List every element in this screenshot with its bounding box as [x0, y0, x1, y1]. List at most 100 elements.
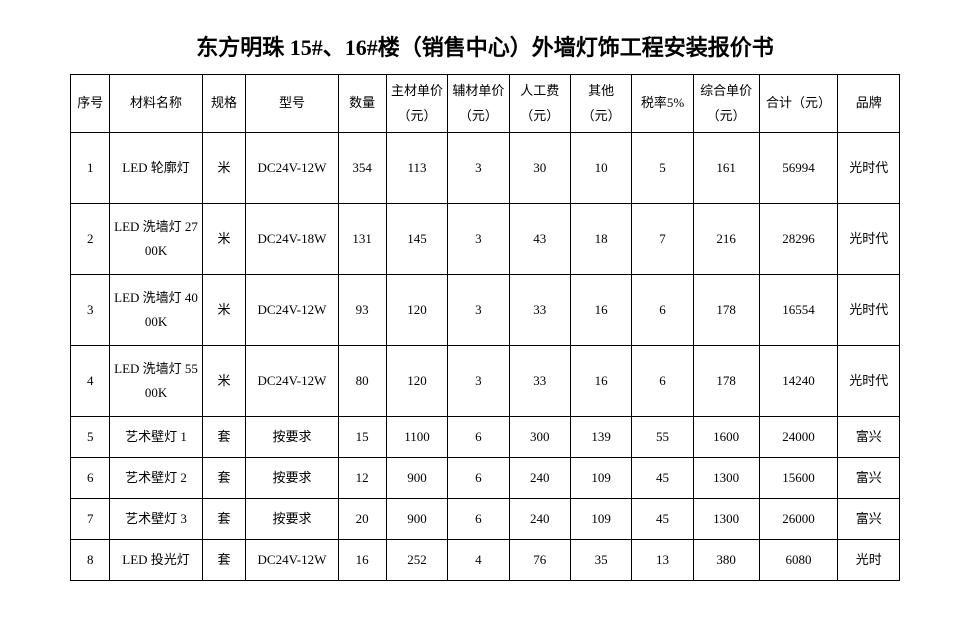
cell-main: 145 [386, 204, 447, 275]
cell-other: 35 [570, 540, 631, 581]
cell-brand: 富兴 [838, 417, 900, 458]
cell-tax: 45 [632, 458, 693, 499]
cell-other: 109 [570, 499, 631, 540]
cell-brand: 光时代 [838, 204, 900, 275]
cell-qty: 15 [338, 417, 386, 458]
cell-seq: 2 [71, 204, 110, 275]
cell-other: 18 [570, 204, 631, 275]
cell-other: 10 [570, 133, 631, 204]
cell-name: LED 洗墙灯 5500K [110, 346, 202, 417]
cell-labor: 76 [509, 540, 570, 581]
cell-other: 109 [570, 458, 631, 499]
cell-tax: 13 [632, 540, 693, 581]
table-row: 7艺术壁灯 3套按要求20900624010945130026000富兴 [71, 499, 900, 540]
cell-qty: 16 [338, 540, 386, 581]
cell-comp: 178 [693, 275, 759, 346]
cell-aux: 4 [448, 540, 509, 581]
header-seq: 序号 [71, 75, 110, 133]
cell-model: DC24V-12W [246, 133, 338, 204]
cell-brand: 富兴 [838, 458, 900, 499]
table-body: 1LED 轮廓灯米DC24V-12W35411333010516156994光时… [71, 133, 900, 581]
header-row: 序号 材料名称 规格 型号 数量 主材单价（元） 辅材单价（元） 人工费（元） … [71, 75, 900, 133]
cell-total: 28296 [759, 204, 838, 275]
cell-spec: 套 [202, 458, 246, 499]
cell-total: 15600 [759, 458, 838, 499]
title-part-1: 东方明珠 [196, 35, 290, 60]
cell-tax: 55 [632, 417, 693, 458]
cell-total: 16554 [759, 275, 838, 346]
cell-total: 14240 [759, 346, 838, 417]
cell-seq: 1 [71, 133, 110, 204]
cell-seq: 5 [71, 417, 110, 458]
header-tax: 税率5% [632, 75, 693, 133]
cell-comp: 1300 [693, 458, 759, 499]
cell-tax: 6 [632, 346, 693, 417]
title-mid: 、 [323, 35, 345, 60]
cell-brand: 光时代 [838, 275, 900, 346]
cell-comp: 1600 [693, 417, 759, 458]
cell-comp: 380 [693, 540, 759, 581]
cell-qty: 20 [338, 499, 386, 540]
header-comp: 综合单价（元） [693, 75, 759, 133]
cell-brand: 富兴 [838, 499, 900, 540]
cell-aux: 3 [448, 133, 509, 204]
cell-seq: 6 [71, 458, 110, 499]
cell-model: 按要求 [246, 458, 338, 499]
cell-comp: 216 [693, 204, 759, 275]
cell-model: DC24V-12W [246, 540, 338, 581]
table-row: 3LED 洗墙灯 4000K米DC24V-12W9312033316617816… [71, 275, 900, 346]
cell-model: DC24V-12W [246, 275, 338, 346]
header-name: 材料名称 [110, 75, 202, 133]
cell-main: 113 [386, 133, 447, 204]
cell-labor: 300 [509, 417, 570, 458]
cell-brand: 光时代 [838, 346, 900, 417]
cell-spec: 米 [202, 346, 246, 417]
table-row: 2LED 洗墙灯 2700K米DC24V-18W1311453431872162… [71, 204, 900, 275]
cell-seq: 8 [71, 540, 110, 581]
header-total: 合计（元） [759, 75, 838, 133]
cell-labor: 240 [509, 458, 570, 499]
cell-name: LED 洗墙灯 4000K [110, 275, 202, 346]
cell-total: 26000 [759, 499, 838, 540]
header-qty: 数量 [338, 75, 386, 133]
cell-qty: 93 [338, 275, 386, 346]
title-num-1: 15# [290, 35, 323, 60]
cell-seq: 3 [71, 275, 110, 346]
header-model: 型号 [246, 75, 338, 133]
cell-main: 1100 [386, 417, 447, 458]
page-title: 东方明珠 15#、16#楼（销售中心）外墙灯饰工程安装报价书 [70, 30, 900, 62]
cell-comp: 161 [693, 133, 759, 204]
cell-total: 24000 [759, 417, 838, 458]
cell-name: LED 洗墙灯 2700K [110, 204, 202, 275]
table-row: 4LED 洗墙灯 5500K米DC24V-12W8012033316617814… [71, 346, 900, 417]
cell-model: DC24V-12W [246, 346, 338, 417]
cell-main: 252 [386, 540, 447, 581]
cell-main: 120 [386, 275, 447, 346]
cell-qty: 80 [338, 346, 386, 417]
cell-labor: 240 [509, 499, 570, 540]
cell-qty: 131 [338, 204, 386, 275]
cell-model: 按要求 [246, 499, 338, 540]
cell-spec: 套 [202, 540, 246, 581]
cell-labor: 33 [509, 275, 570, 346]
cell-aux: 6 [448, 458, 509, 499]
cell-aux: 3 [448, 204, 509, 275]
table-row: 6艺术壁灯 2套按要求12900624010945130015600富兴 [71, 458, 900, 499]
table-row: 8LED 投光灯套DC24V-12W1625247635133806080光时 [71, 540, 900, 581]
cell-labor: 43 [509, 204, 570, 275]
cell-qty: 12 [338, 458, 386, 499]
cell-total: 56994 [759, 133, 838, 204]
header-main: 主材单价（元） [386, 75, 447, 133]
cell-spec: 米 [202, 204, 246, 275]
header-brand: 品牌 [838, 75, 900, 133]
cell-name: 艺术壁灯 3 [110, 499, 202, 540]
cell-brand: 光时代 [838, 133, 900, 204]
cell-qty: 354 [338, 133, 386, 204]
cell-tax: 6 [632, 275, 693, 346]
cell-name: 艺术壁灯 1 [110, 417, 202, 458]
cell-aux: 3 [448, 275, 509, 346]
cell-aux: 6 [448, 417, 509, 458]
cell-aux: 6 [448, 499, 509, 540]
cell-model: DC24V-18W [246, 204, 338, 275]
cell-spec: 米 [202, 275, 246, 346]
